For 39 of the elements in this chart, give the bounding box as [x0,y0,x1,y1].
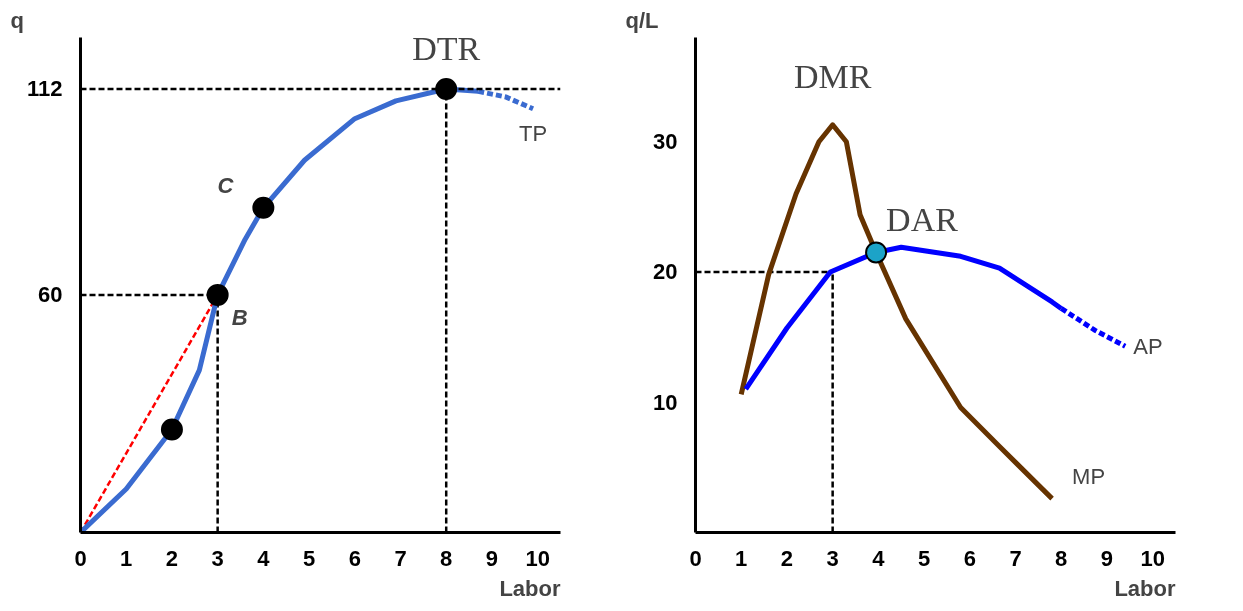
annotation: MP [1072,463,1106,489]
x-tick-label: 5 [302,545,316,571]
annotation: DMR [793,57,872,95]
x-tick-label: 10 [1140,545,1165,571]
x-tick-label: 8 [1055,545,1068,571]
annotation: DTR [412,29,481,67]
y-tick-label: 20 [653,259,678,285]
x-axis-title: Labor [499,575,561,601]
y-axis-title: q/L [625,7,659,33]
x-tick-label: 9 [485,545,499,571]
y-tick-label: 112 [27,76,63,102]
x-tick-label: 7 [394,545,407,571]
annotation: TP [519,120,548,146]
y-axis-title: q [10,7,24,33]
y-tick-label: 10 [653,389,678,415]
x-tick-label: 8 [440,545,453,571]
x-tick-label: 7 [1009,545,1022,571]
x-tick-label: 2 [165,545,179,571]
annotation: DAR [886,201,959,239]
x-tick-label: 4 [872,545,886,571]
x-tick-label: 2 [780,545,794,571]
x-tick-label: 1 [735,545,748,571]
annotation: AP [1133,333,1163,359]
x-tick-label: 6 [963,545,976,571]
x-tick-label: 5 [917,545,931,571]
x-tick-label: 0 [689,545,702,571]
x-tick-label: 3 [826,545,839,571]
x-tick-label: 4 [257,545,271,571]
x-tick-label: 10 [525,545,550,571]
annotation: B [231,304,248,330]
x-tick-label: 9 [1100,545,1114,571]
annotation: C [217,172,235,198]
x-tick-label: 3 [211,545,224,571]
x-tick-label: 1 [120,545,133,571]
x-axis-title: Labor [1114,575,1176,601]
y-tick-label: 30 [653,129,678,155]
x-tick-label: 0 [74,545,87,571]
y-tick-label: 60 [38,282,63,308]
x-tick-label: 6 [348,545,361,571]
